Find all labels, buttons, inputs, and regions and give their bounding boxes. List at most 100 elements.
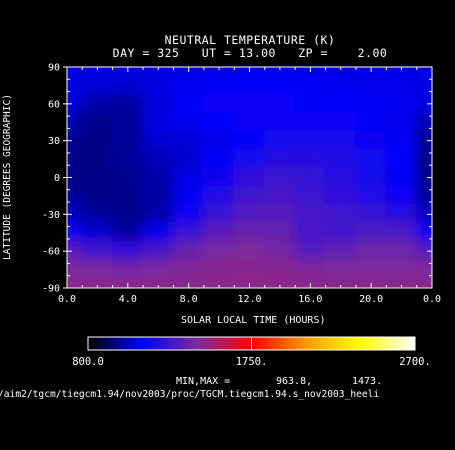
heatmap-cell <box>67 277 84 288</box>
heatmap-cell <box>81 240 114 262</box>
heatmap-cell <box>354 185 388 207</box>
heatmap-cell <box>263 112 297 133</box>
heatmap-cell <box>142 222 175 243</box>
heatmap-cell <box>142 130 175 151</box>
heatmap-cell <box>233 277 266 288</box>
heatmap-cell <box>202 277 236 288</box>
heatmap-cell <box>142 240 175 262</box>
heatmap-cell <box>233 93 266 115</box>
heatmap-cell <box>385 222 418 243</box>
heatmap-cell <box>294 112 327 133</box>
heatmap-cell <box>172 167 205 188</box>
colorbar-tick-label: 1750. <box>236 356 268 368</box>
heatmap-cell <box>81 222 114 243</box>
heatmap-cell <box>172 93 205 115</box>
heatmap-cell <box>142 112 175 133</box>
heatmap-cell <box>81 130 114 151</box>
x-tick-label: 16.0 <box>298 294 322 305</box>
heatmap-cell <box>354 75 388 96</box>
heatmap-cell <box>354 130 388 151</box>
heatmap-cell <box>324 67 357 78</box>
heatmap-cell <box>385 185 418 207</box>
heatmap-cell <box>294 259 327 280</box>
colorbar-tick-label: 800.0 <box>72 356 104 368</box>
heatmap-cell <box>415 222 432 243</box>
heatmap-cell <box>324 167 357 188</box>
heatmap-cell <box>111 67 145 78</box>
heatmap-cell <box>263 277 297 288</box>
heatmap-cell <box>415 93 432 115</box>
heatmap-cell <box>385 67 418 78</box>
heatmap-cell <box>142 277 175 288</box>
heatmap-cell <box>233 167 266 188</box>
heatmap-cell <box>202 259 236 280</box>
heatmap-cell <box>142 148 175 170</box>
heatmap-cell <box>415 130 432 151</box>
heatmap-cell <box>354 112 388 133</box>
colorbar-tick-label: 2700. <box>399 356 431 368</box>
heatmap-cell <box>142 204 175 225</box>
heatmap-cell <box>67 222 84 243</box>
heatmap-cell <box>202 93 236 115</box>
heatmap-cell <box>172 112 205 133</box>
heatmap-cell <box>385 148 418 170</box>
heatmap-cell <box>385 204 418 225</box>
heatmap-cell <box>202 222 236 243</box>
minmax-label: MIN,MAX = <box>176 376 231 387</box>
heatmap-cell <box>67 130 84 151</box>
y-tick-label: -60 <box>42 247 60 258</box>
heatmap-cell <box>81 185 114 207</box>
x-tick-label: 0.0 <box>423 294 441 305</box>
heatmap-cell <box>202 148 236 170</box>
heatmap-cell <box>172 277 205 288</box>
heatmap-cell <box>263 167 297 188</box>
heatmap-cell <box>111 93 145 115</box>
heatmap-cell <box>263 259 297 280</box>
heatmap-cell <box>294 204 327 225</box>
heatmap-cell <box>385 167 418 188</box>
heatmap-cell <box>415 112 432 133</box>
heatmap-cell <box>202 112 236 133</box>
heatmap-cell <box>385 277 418 288</box>
heatmap-cell <box>354 93 388 115</box>
heatmap-cell <box>111 222 145 243</box>
heatmap-cell <box>111 204 145 225</box>
heatmap-cell <box>67 75 84 96</box>
heatmap-cell <box>202 167 236 188</box>
x-tick-label: 12.0 <box>237 294 261 305</box>
heatmap-cell <box>142 167 175 188</box>
heatmap-cell <box>233 75 266 96</box>
y-axis-label: LATITUDE (DEGREES GEOGRAPHIC) <box>2 94 13 260</box>
heatmap-cell <box>202 130 236 151</box>
heatmap-cell <box>172 130 205 151</box>
heatmap-cell <box>81 148 114 170</box>
heatmap-cell <box>172 67 205 78</box>
heatmap-cell <box>233 67 266 78</box>
heatmap-cell <box>385 240 418 262</box>
heatmap-cell <box>415 204 432 225</box>
heatmap-cell <box>202 185 236 207</box>
heatmap-cell <box>233 185 266 207</box>
heatmap-cell <box>324 130 357 151</box>
heatmap-cell <box>111 185 145 207</box>
heatmap-cell <box>67 67 84 78</box>
heatmap-cell <box>263 240 297 262</box>
heatmap-cell <box>67 240 84 262</box>
heatmap-cell <box>202 204 236 225</box>
heatmap-cell <box>233 222 266 243</box>
heatmap-cells <box>67 67 432 288</box>
heatmap-cell <box>233 112 266 133</box>
heatmap-cell <box>172 185 205 207</box>
heatmap-cell <box>111 277 145 288</box>
heatmap-cell <box>111 130 145 151</box>
heatmap-cell <box>415 148 432 170</box>
heatmap-cell <box>354 148 388 170</box>
heatmap-cell <box>354 222 388 243</box>
heatmap-cell <box>294 277 327 288</box>
heatmap-cell <box>233 240 266 262</box>
heatmap-cell <box>233 204 266 225</box>
heatmap-cell <box>81 112 114 133</box>
heatmap-cell <box>385 112 418 133</box>
heatmap-cell <box>67 93 84 115</box>
